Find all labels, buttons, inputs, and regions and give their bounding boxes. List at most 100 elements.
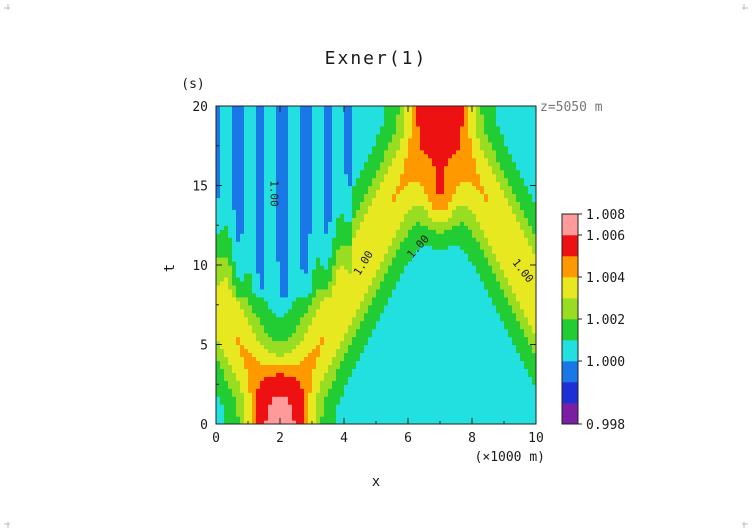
heatmap-cell bbox=[400, 201, 405, 206]
heatmap-cell bbox=[416, 265, 421, 270]
heatmap-cell bbox=[416, 201, 421, 206]
heatmap-cell bbox=[312, 225, 317, 230]
heatmap-cell bbox=[356, 412, 361, 417]
heatmap-cell bbox=[328, 125, 333, 131]
heatmap-cell bbox=[416, 336, 421, 342]
heatmap-cell bbox=[348, 344, 353, 350]
heatmap-cell bbox=[280, 217, 285, 222]
heatmap-cell bbox=[356, 312, 361, 318]
heatmap-cell bbox=[220, 249, 225, 254]
heatmap-cell bbox=[392, 237, 397, 242]
heatmap-cell bbox=[432, 125, 437, 131]
heatmap-cell bbox=[284, 420, 289, 424]
heatmap-cell bbox=[280, 109, 285, 115]
heatmap-cell bbox=[288, 177, 293, 183]
heatmap-cell bbox=[276, 169, 281, 175]
heatmap-cell bbox=[380, 197, 385, 202]
heatmap-cell bbox=[320, 221, 325, 226]
heatmap-cell bbox=[312, 133, 317, 139]
heatmap-cell bbox=[248, 292, 253, 298]
heatmap-cell bbox=[368, 380, 373, 385]
heatmap-cell bbox=[224, 161, 229, 167]
heatmap-cell bbox=[360, 173, 365, 179]
heatmap-cell bbox=[340, 344, 345, 350]
heatmap-cell bbox=[364, 312, 369, 318]
heatmap-cell bbox=[272, 368, 277, 373]
heatmap-cell bbox=[428, 253, 433, 258]
heatmap-cell bbox=[292, 376, 297, 381]
heatmap-cell bbox=[260, 217, 265, 222]
heatmap-cell bbox=[368, 412, 373, 417]
heatmap-cell bbox=[344, 372, 349, 377]
heatmap-cell bbox=[288, 261, 293, 266]
heatmap-cell bbox=[316, 352, 321, 358]
heatmap-cell bbox=[368, 209, 373, 214]
heatmap-cell bbox=[360, 332, 365, 338]
heatmap-cell bbox=[444, 253, 449, 258]
heatmap-cell bbox=[312, 245, 317, 250]
heatmap-cell bbox=[216, 201, 221, 206]
heatmap-cell bbox=[432, 392, 437, 397]
heatmap-cell bbox=[256, 117, 261, 123]
heatmap-cell bbox=[368, 396, 373, 401]
heatmap-cell bbox=[428, 125, 433, 131]
heatmap-cell bbox=[352, 185, 357, 191]
heatmap-cell bbox=[436, 149, 441, 155]
heatmap-cell bbox=[356, 272, 361, 278]
heatmap-cell bbox=[300, 157, 305, 163]
heatmap-cell bbox=[332, 265, 337, 270]
heatmap-cell bbox=[344, 137, 349, 143]
heatmap-cell bbox=[280, 137, 285, 143]
heatmap-cell bbox=[260, 106, 265, 111]
heatmap-cell bbox=[296, 412, 301, 417]
heatmap-cell bbox=[268, 380, 273, 385]
heatmap-cell bbox=[416, 129, 421, 135]
heatmap-cell bbox=[232, 372, 237, 377]
heatmap-cell bbox=[372, 300, 377, 306]
heatmap-cell bbox=[440, 113, 445, 119]
heatmap-cell bbox=[420, 121, 425, 127]
heatmap-cell bbox=[224, 400, 229, 405]
heatmap-cell bbox=[328, 137, 333, 143]
heatmap-cell bbox=[320, 308, 325, 314]
heatmap-cell bbox=[444, 157, 449, 163]
heatmap-cell bbox=[240, 412, 245, 417]
heatmap-cell bbox=[356, 300, 361, 306]
heatmap-cell bbox=[272, 336, 277, 342]
heatmap-cell bbox=[236, 292, 241, 298]
heatmap-cell bbox=[312, 237, 317, 242]
heatmap-cell bbox=[332, 161, 337, 167]
heatmap-cell bbox=[356, 201, 361, 206]
heatmap-cell bbox=[256, 412, 261, 417]
heatmap-cell bbox=[324, 328, 329, 334]
heatmap-cell bbox=[380, 133, 385, 139]
heatmap-cell bbox=[388, 237, 393, 242]
heatmap-cell bbox=[452, 288, 457, 294]
heatmap-cell bbox=[280, 396, 285, 401]
heatmap-cell bbox=[444, 117, 449, 123]
heatmap-cell bbox=[396, 121, 401, 127]
heatmap-cell bbox=[328, 328, 333, 334]
heatmap-cell bbox=[460, 133, 465, 139]
heatmap-cell bbox=[384, 312, 389, 318]
heatmap-cell bbox=[408, 392, 413, 397]
heatmap-cell bbox=[348, 396, 353, 401]
heatmap-cell bbox=[348, 177, 353, 183]
heatmap-cell bbox=[436, 229, 441, 234]
heatmap-cell bbox=[220, 229, 225, 234]
heatmap-cell bbox=[288, 292, 293, 298]
heatmap-cell bbox=[280, 177, 285, 183]
heatmap-cell bbox=[264, 261, 269, 266]
heatmap-cell bbox=[424, 344, 429, 350]
heatmap-cell bbox=[268, 225, 273, 230]
heatmap-cell bbox=[424, 249, 429, 254]
heatmap-cell bbox=[248, 233, 253, 238]
heatmap-cell bbox=[412, 392, 417, 397]
heatmap-cell bbox=[388, 396, 393, 401]
heatmap-cell bbox=[448, 145, 453, 151]
heatmap-cell bbox=[304, 324, 309, 330]
heatmap-cell bbox=[416, 324, 421, 330]
heatmap-cell bbox=[260, 408, 265, 413]
heatmap-cell bbox=[264, 420, 269, 424]
heatmap-cell bbox=[368, 400, 373, 405]
